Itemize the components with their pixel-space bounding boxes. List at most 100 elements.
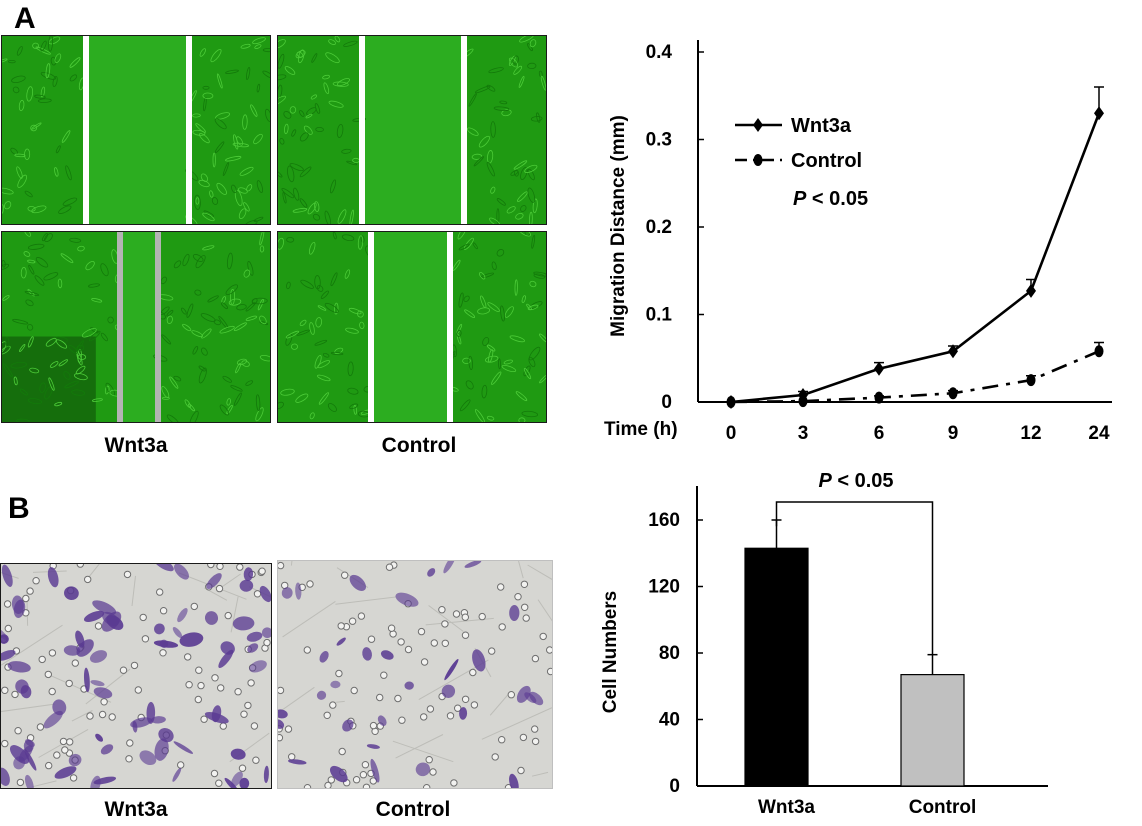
stained-cell [153,640,179,648]
cell-outline [286,281,291,290]
membrane-pore [1,686,9,695]
cell-outline [486,344,496,352]
stained-cell [64,586,79,601]
membrane-fiber [131,575,136,607]
membrane-fiber [531,771,549,777]
membrane-pore [253,590,262,598]
cell-outline [316,285,324,292]
membrane-pore [387,624,396,632]
stained-cell [239,777,250,788]
significance-bracket [775,501,934,655]
cell-outline [259,315,267,325]
membrane-pore [26,587,34,595]
cell-outline [240,43,251,49]
membrane-pore [1,739,9,748]
cell-outline [69,237,82,243]
stained-cell [246,631,263,642]
membrane-fiber [32,780,57,788]
membrane-pore [38,655,46,664]
membrane-pore [210,769,219,778]
cell-outline [523,368,532,380]
cell-outline [278,95,286,106]
cell-outline [16,166,23,179]
cell-outline [529,211,533,224]
membrane-pore [141,635,150,643]
stained-cell [154,738,169,761]
cell-outline [501,109,512,117]
membrane-fiber [221,573,241,588]
cell-outline [528,356,536,368]
cell-outline [322,74,331,80]
cell-outline [90,327,99,334]
membrane-pore [359,771,368,779]
membrane-pore [159,649,167,657]
membrane-pore [184,653,192,661]
stained-cell [174,564,189,580]
stained-cell [102,611,119,626]
cell-outline [202,212,215,222]
stained-cell [259,585,271,603]
stained-cell [278,719,285,729]
cell-outline [24,232,31,237]
cell-outline [452,259,461,271]
cell-outline [259,232,265,246]
stained-cell [377,715,387,726]
legend-label-control: Control [791,150,862,172]
cell-outline [468,355,473,370]
membrane-pore [337,622,345,630]
cell-outline [309,322,315,335]
cell-outline [242,114,248,130]
stained-cell [154,623,165,635]
cell-outline [2,260,6,268]
membrane-pore [420,713,428,721]
cell-outline [48,36,54,52]
cell-outline [31,122,42,130]
cell-outline [182,253,190,267]
cell-outline [536,112,541,123]
x-tick-label: 9 [948,423,959,444]
wound-gap [362,36,464,224]
cell-outline [521,295,526,303]
cell-outline [463,295,470,302]
cell-outline [81,328,97,338]
cell-outline [193,194,201,210]
cell-outline [12,319,29,325]
membrane-pore [211,674,219,682]
wound-gap [120,232,158,422]
cell-outline [48,36,61,45]
cell-outline [515,391,528,402]
stained-cell [139,750,157,766]
cell-outline [91,398,103,402]
cell-outline [13,376,18,386]
cell-outline [238,187,248,194]
stained-cell [15,679,29,694]
cell-outline [247,261,254,276]
stained-cell [243,567,254,582]
y-tick-label: 120 [648,577,680,598]
stained-cell [47,567,59,588]
cell-outline [243,202,250,212]
cell-outline [291,129,297,137]
membrane-pore [423,784,431,788]
p-symbol: P [818,470,832,492]
membrane-pore [397,638,405,646]
cell-outline [19,388,28,396]
cell-outline [198,179,210,188]
data-point-wnt3a [1094,106,1104,121]
cell-outline [226,404,233,415]
cell-outline [503,359,513,365]
cell-outline [300,279,314,289]
cell-outline [292,207,308,213]
membrane-pore [69,774,78,782]
cell-outline [515,212,524,220]
membrane-pore [219,722,228,730]
cell-outline [328,39,337,45]
cell-outline [189,410,199,422]
cell-outline [213,319,221,326]
cell-outline [191,330,204,338]
membrane-pore [288,753,296,761]
cell-outline [349,403,359,410]
stained-cell [204,611,219,625]
membrane-pore [531,654,540,663]
cell-outline [216,73,223,89]
